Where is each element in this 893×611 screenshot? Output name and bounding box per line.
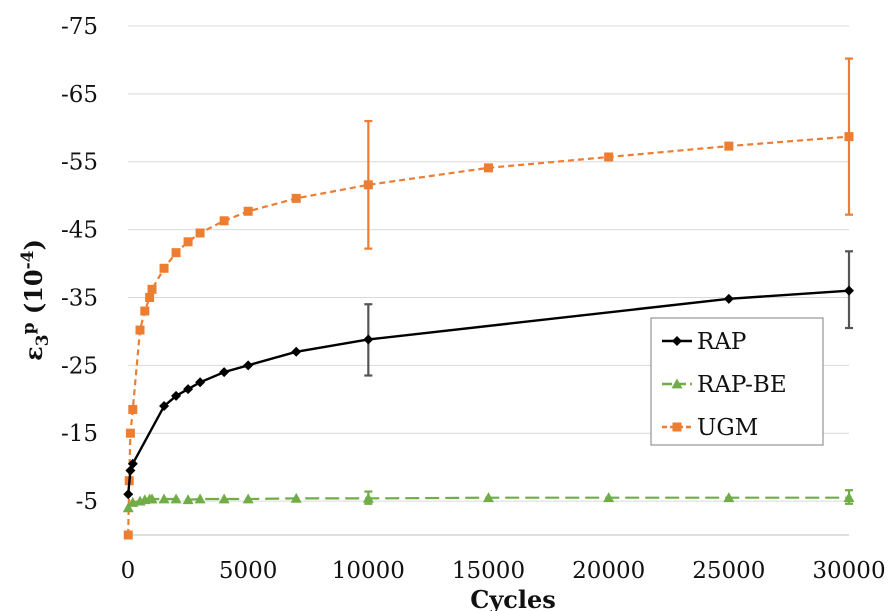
legend-marker: [672, 422, 682, 432]
data-point: [363, 180, 373, 190]
data-point: [194, 493, 206, 504]
legend-label: RAP-BE: [697, 372, 787, 398]
data-point: [843, 492, 855, 503]
legend-entry-rap-be: RAP-BE: [662, 372, 787, 398]
data-point: [219, 367, 230, 378]
series-rap-be: [122, 489, 855, 513]
y-tick-label: -55: [61, 150, 98, 176]
legend-entry-ugm: UGM: [662, 415, 758, 441]
y-axis-title-superscript: p: [19, 322, 39, 334]
data-point: [135, 325, 145, 335]
series-ugm: [123, 57, 854, 540]
legend-marker: [671, 378, 683, 389]
legend-label: UGM: [697, 415, 758, 441]
x-tick-label: 25000: [692, 558, 765, 584]
data-point: [243, 206, 253, 216]
x-tick-label: 10000: [332, 558, 405, 584]
data-point: [290, 492, 302, 503]
data-point: [723, 492, 735, 503]
data-point: [218, 493, 230, 504]
series-line: [127, 496, 849, 509]
y-tick-label: -45: [61, 218, 98, 244]
data-point: [147, 284, 157, 294]
legend: RAP RAP-BE UGM: [650, 317, 824, 446]
data-point: [291, 193, 301, 203]
data-point: [243, 360, 254, 371]
data-point: [242, 493, 254, 504]
axes: -5 -15 -25 -35 -45 -55 -65 -75 0 5000 10000 15000 20…: [61, 14, 886, 584]
data-point: [122, 502, 134, 513]
data-point: [362, 492, 374, 503]
data-point: [195, 377, 206, 388]
data-point: [123, 530, 133, 540]
x-tick-label: 20000: [572, 558, 645, 584]
series-rap: [123, 250, 854, 500]
y-axis-title: ε3p (10-4): [18, 239, 53, 361]
data-point: [195, 228, 205, 238]
data-point: [723, 293, 734, 304]
y-axis-title-subscript: 3: [33, 334, 53, 346]
data-point: [183, 237, 193, 247]
data-point: [483, 492, 494, 503]
legend-marker: [672, 336, 682, 346]
data-point: [145, 292, 155, 302]
data-point: [724, 141, 734, 151]
x-tick-label: 15000: [452, 558, 525, 584]
data-point: [140, 306, 150, 316]
legend-label: RAP: [697, 329, 746, 355]
data-point: [603, 492, 615, 503]
data-point: [363, 334, 374, 345]
y-tick-label: -75: [61, 14, 98, 40]
y-axis-title-unit-base: (10: [19, 269, 48, 322]
data-point: [146, 493, 158, 504]
data-point: [844, 285, 854, 296]
y-tick-label: -15: [61, 421, 98, 447]
data-point: [127, 458, 138, 469]
x-tick-label: 5000: [219, 558, 278, 584]
x-tick-label: 0: [121, 558, 136, 584]
y-axis-title-unit-exponent: -4: [18, 250, 38, 269]
data-point: [219, 216, 229, 226]
data-point: [604, 152, 614, 162]
data-point: [125, 428, 135, 438]
data-point: [183, 384, 194, 395]
x-axis-title: Cycles: [470, 585, 556, 611]
data-point: [182, 494, 194, 505]
y-tick-label: -25: [61, 353, 98, 379]
data-point: [170, 493, 182, 504]
data-point: [159, 263, 169, 273]
y-tick-label: -5: [76, 489, 98, 515]
data-point: [484, 163, 493, 173]
y-axis-title-unit-close: ): [19, 239, 48, 250]
x-tick-label: 30000: [812, 558, 885, 584]
data-point: [844, 132, 854, 142]
data-point: [128, 404, 138, 414]
data-point: [158, 493, 170, 504]
data-point: [171, 248, 181, 258]
y-tick-label: -35: [61, 285, 98, 311]
series-line: [127, 135, 850, 536]
data-point: [123, 489, 134, 500]
legend-items: RAP RAP-BE UGM: [662, 329, 787, 441]
y-tick-label: -65: [61, 82, 98, 108]
legend-entry-rap: RAP: [662, 329, 746, 355]
data-point: [159, 401, 170, 412]
series-group: [122, 57, 855, 540]
y-axis-title-symbol: ε: [19, 346, 48, 361]
data-point: [291, 346, 302, 357]
data-point: [171, 390, 182, 401]
